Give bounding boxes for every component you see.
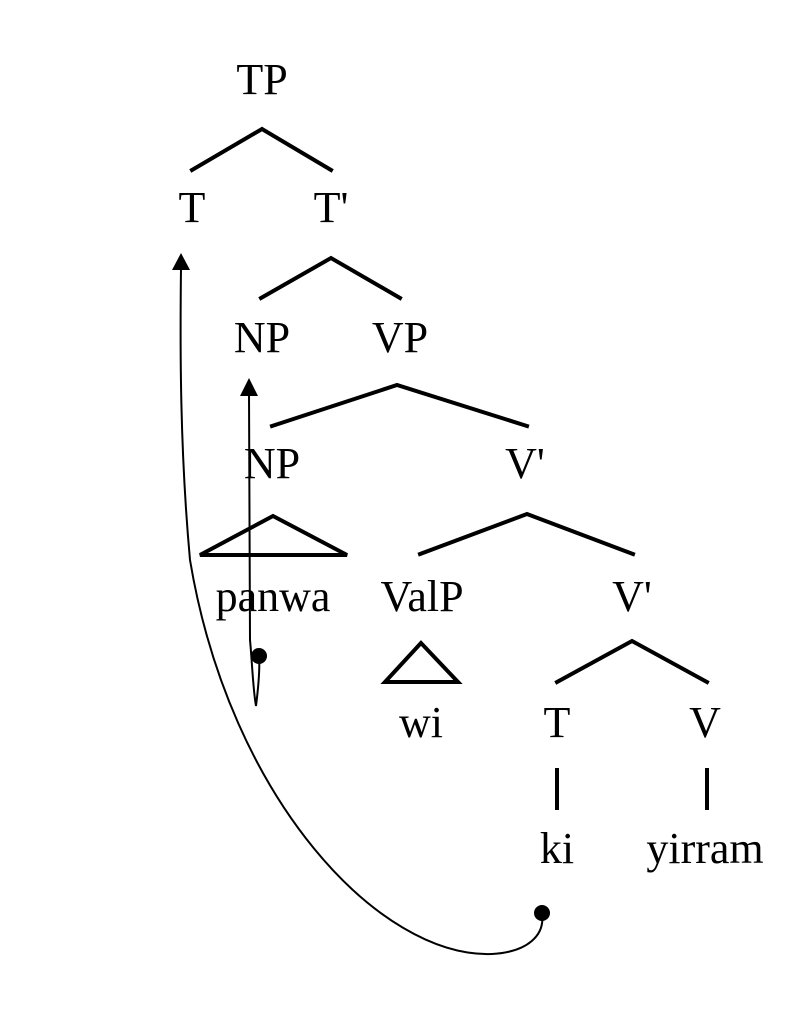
word-yirram: yirram bbox=[646, 824, 763, 873]
word-wi: wi bbox=[399, 698, 443, 747]
node-v: V bbox=[689, 698, 721, 747]
node-vp: VP bbox=[372, 313, 428, 362]
movement-line-t bbox=[179, 267, 544, 956]
triangle-np-panwa bbox=[199, 513, 348, 557]
branch-vp bbox=[269, 382, 530, 429]
node-v-bar-lower: V' bbox=[612, 572, 652, 621]
node-tp: TP bbox=[236, 55, 287, 104]
arrowhead-t bbox=[172, 253, 190, 270]
node-v-bar-upper: V' bbox=[505, 439, 545, 488]
branch-v-bar-upper bbox=[417, 511, 636, 557]
word-ki: ki bbox=[540, 824, 574, 873]
node-t-lower: T bbox=[544, 698, 571, 747]
arrowhead-np bbox=[240, 378, 258, 396]
node-np-upper: NP bbox=[234, 313, 290, 362]
trace-dot-ki bbox=[534, 905, 550, 921]
node-np-lower: NP bbox=[244, 439, 300, 488]
node-t-head: T bbox=[179, 183, 206, 232]
branch-tp bbox=[189, 126, 334, 173]
movement-line-np bbox=[248, 391, 261, 707]
branch-v-bar-lower bbox=[554, 638, 710, 685]
word-panwa: panwa bbox=[216, 572, 331, 621]
trace-dot-np bbox=[251, 648, 267, 664]
triangle-valp-wi bbox=[380, 640, 463, 684]
branch-t-bar bbox=[258, 255, 403, 301]
node-t-bar: T' bbox=[314, 183, 349, 232]
node-valp: ValP bbox=[380, 572, 463, 621]
